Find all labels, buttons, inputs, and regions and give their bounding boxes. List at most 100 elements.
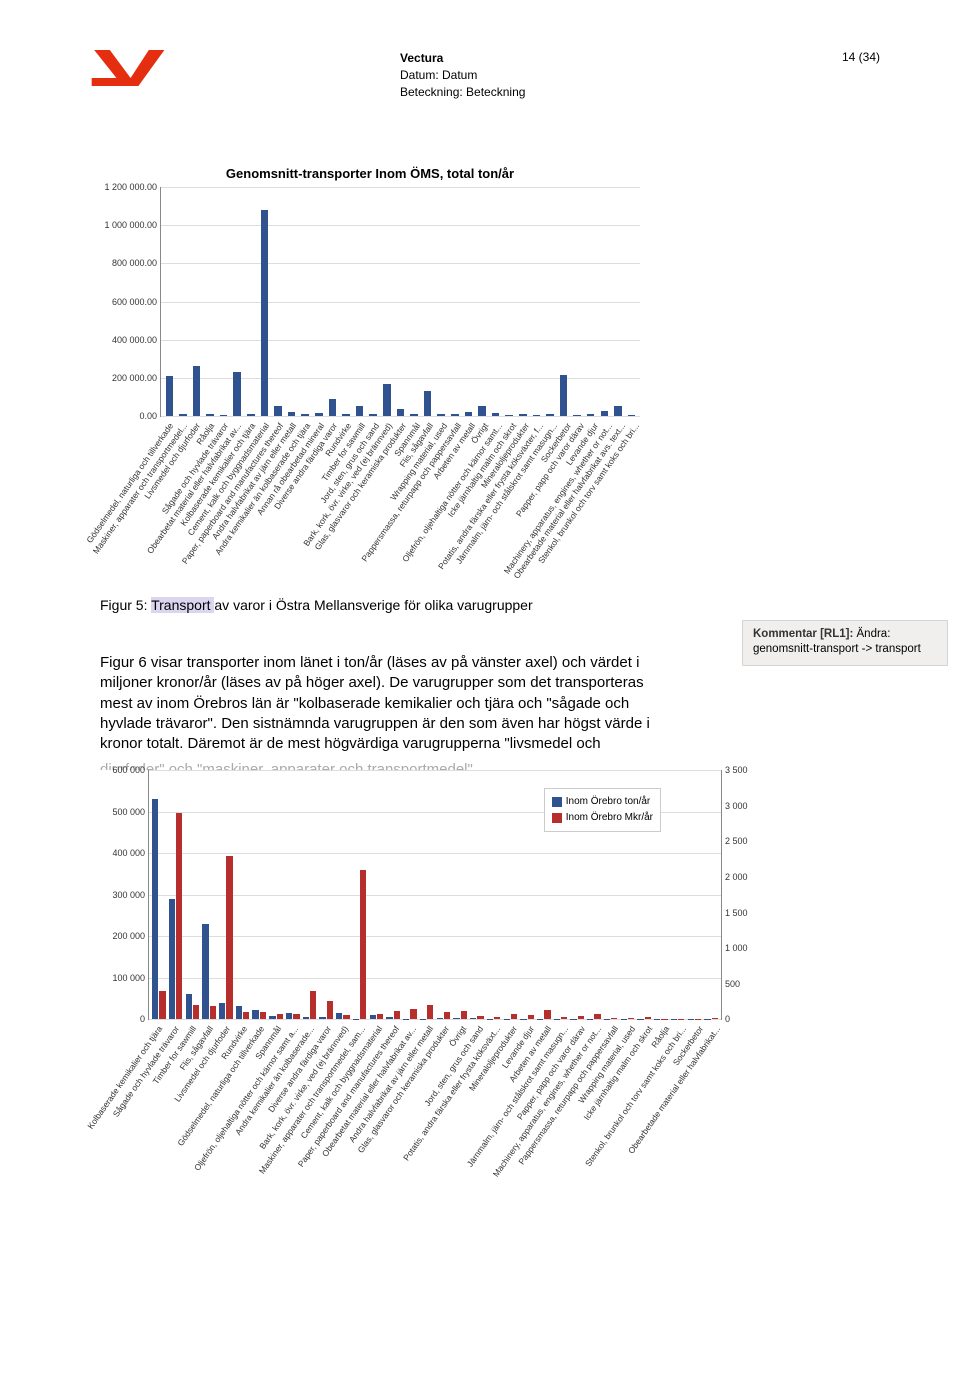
y-tick-label-right: 3 500 [721,765,748,775]
bar [369,414,377,416]
bar [288,412,296,416]
header-date: Datum: Datum [400,67,525,84]
y-tick-label: 0.00 [139,411,161,421]
page-number: 14 (34) [842,50,880,64]
bar-series-b [327,1001,333,1019]
bar-series-b [176,813,182,1019]
bar [206,414,214,416]
body-text-1: Figur 6 visar transporter inom länet i t… [100,654,650,752]
bar-series-b [343,1015,349,1019]
y-tick-label-right: 3 000 [721,801,748,811]
bar-series-a [336,1013,342,1020]
bar-series-b [611,1018,617,1019]
bar [410,414,418,416]
bar-series-b [578,1016,584,1020]
bar-series-b [260,1012,266,1019]
figure-5-caption: Figur 5: Transport av varor i Östra Mell… [100,597,900,613]
bar-series-b [277,1014,283,1020]
bar-series-b [427,1005,433,1019]
bar [533,415,541,416]
bar [274,406,282,416]
bar-series-a [236,1006,242,1019]
bar [478,406,486,416]
y-tick-label-right: 1 000 [721,943,748,953]
bar [465,412,473,416]
bar [601,411,609,416]
bar-series-b [594,1014,600,1020]
bar-series-a [219,1003,225,1020]
chart-2-xlabels: Kolbaserade kemikalier och tjäraSågade o… [148,1020,722,1190]
y-tick-label-left: 400 000 [112,848,149,858]
y-tick-label-right: 2 000 [721,872,748,882]
bar [329,399,337,416]
bar-series-b [661,1019,667,1020]
bar-series-a [470,1018,476,1020]
bar [383,384,391,416]
bar-series-a [286,1013,292,1019]
bar [628,415,636,416]
header-meta: Vectura Datum: Datum Beteckning: Beteckn… [400,50,525,100]
body-paragraph: Figur 6 visar transporter inom länet i t… [100,653,660,754]
chart-1-plot: 0.00200 000.00400 000.00600 000.00800 00… [160,187,640,417]
legend-swatch-b [552,813,562,823]
bar-series-a [319,1017,325,1019]
comment-rl1[interactable]: Kommentar [RL1]: Ändra: genomsnitt-trans… [742,620,948,666]
bar-series-a [169,899,175,1019]
bar-series-b [678,1019,684,1020]
bar [505,415,513,416]
bar [573,415,581,416]
bar [424,391,432,416]
body-text-2: djurfoder" och "maskiner, apparater och … [100,761,473,770]
bar-series-a [202,924,208,1019]
bar-series-b [243,1012,249,1019]
caption-1-highlight: Transport [151,597,214,613]
bar-series-a [437,1018,443,1020]
bar [397,409,405,416]
bar [220,415,228,416]
bar [560,375,568,416]
bar [492,413,500,416]
y-tick-label: 1 200 000.00 [104,182,161,192]
y-tick-label-right: 1 500 [721,908,748,918]
bar-series-a [186,994,192,1019]
y-tick-label-left: 100 000 [112,973,149,983]
bar [315,413,323,416]
bar-series-b [293,1014,299,1020]
y-tick-label-left: 300 000 [112,890,149,900]
bar-series-a [303,1017,309,1019]
y-tick-label-right: 2 500 [721,836,748,846]
bar-series-b [377,1014,383,1020]
bar-series-b [444,1012,450,1019]
y-tick-label: 800 000.00 [112,258,161,268]
bar-series-b [494,1017,500,1019]
legend-label-b: Inom Örebro Mkr/år [566,812,653,823]
bar [451,414,459,416]
bar [356,406,364,416]
bar-series-b [628,1018,634,1019]
bar-series-b [193,1005,199,1019]
bar-series-b [712,1018,718,1019]
header-company: Vectura [400,51,443,65]
y-tick-label-right: 500 [721,979,740,989]
bar-series-b [360,870,366,1019]
bar-series-b [461,1011,467,1020]
bar-series-b [528,1015,534,1019]
bar-series-b [394,1011,400,1020]
chart-2-legend: Inom Örebro ton/år Inom Örebro Mkr/år [544,788,661,832]
bar [261,210,269,416]
bar-series-b [645,1017,651,1019]
vectura-logo [92,50,165,86]
legend-label-a: Inom Örebro ton/år [566,796,650,807]
bar-series-b [561,1017,567,1019]
bar-series-b [159,991,165,1019]
bar [166,376,174,416]
bar-series-a [370,1015,376,1019]
bar-series-b [226,856,232,1020]
bar [587,414,595,416]
caption-1-rest: av varor i Östra Mellansverige för olika… [214,597,532,613]
bar-series-b [210,1006,216,1019]
bar-series-a [252,1010,258,1019]
legend-swatch-a [552,797,562,807]
chart-1-title: Genomsnitt-transporter Inom ÖMS, total t… [100,166,640,181]
bar-series-b [695,1019,701,1020]
